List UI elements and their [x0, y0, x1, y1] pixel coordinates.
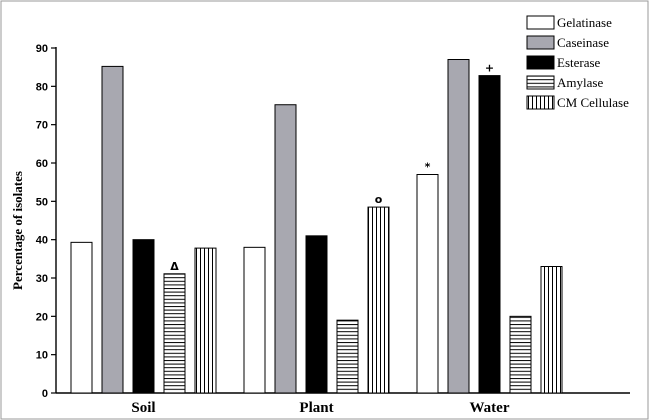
bar-plant-esterase	[305, 235, 328, 394]
bar-soil-amylase	[163, 273, 186, 394]
bar-annotation: o	[375, 193, 383, 206]
bar-soil-caseinase	[101, 65, 124, 394]
y-tick-label: 0	[42, 388, 48, 400]
bar-plant-gelatinase	[243, 246, 266, 394]
bar-annotation: Δ	[170, 260, 179, 273]
y-tick-label: 50	[36, 196, 48, 208]
x-category-label: Plant	[299, 400, 333, 416]
bar-annotation: +	[485, 62, 494, 75]
y-tick-label: 60	[36, 158, 48, 170]
bar-water-amylase	[509, 315, 532, 394]
bars	[70, 59, 563, 394]
y-tick-label: 80	[36, 81, 48, 93]
legend-swatch	[526, 55, 555, 70]
y-tick-label: 40	[36, 235, 48, 247]
bar-water-esterase	[478, 75, 501, 394]
legend-swatch	[526, 15, 555, 30]
bar-water-caseinase	[447, 59, 470, 394]
legend-label: CM Cellulase	[557, 95, 629, 110]
bar-plant-cm-cellulase	[367, 206, 390, 394]
legend-label: Esterase	[557, 55, 601, 70]
legend-swatch	[526, 35, 555, 50]
y-axis-title: Percentage of isolates	[10, 171, 25, 290]
x-category-label: Soil	[131, 400, 155, 416]
legend: Gelatinase Caseinase Esterase Amylase CM Cel…	[526, 15, 629, 110]
legend-label: Gelatinase	[557, 15, 612, 30]
annotations: Δo * +	[170, 62, 494, 273]
legend-label: Amylase	[557, 75, 603, 90]
bar-plant-amylase	[336, 319, 359, 394]
legend-swatch	[526, 95, 555, 110]
y-tick-label: 70	[36, 120, 48, 132]
axes: 0 10 20 30 40 50 60 70 80 90 Percentage of isolate…	[10, 43, 630, 416]
legend-label: Caseinase	[557, 35, 609, 50]
y-tick-label: 20	[36, 311, 48, 323]
bar-plant-caseinase	[274, 104, 297, 394]
legend-swatch	[526, 75, 555, 90]
bar-water-cm-cellulase	[540, 266, 563, 394]
x-category-label: Water	[470, 400, 510, 416]
bar-soil-gelatinase	[70, 241, 93, 394]
y-tick-label: 30	[36, 273, 48, 285]
y-tick-label: 90	[36, 43, 48, 55]
y-tick-label: 10	[36, 350, 48, 362]
bar-soil-esterase	[132, 239, 155, 394]
bar-water-gelatinase	[416, 174, 439, 394]
bar-soil-cm-cellulase	[194, 247, 217, 394]
bar-annotation: *	[425, 161, 431, 174]
